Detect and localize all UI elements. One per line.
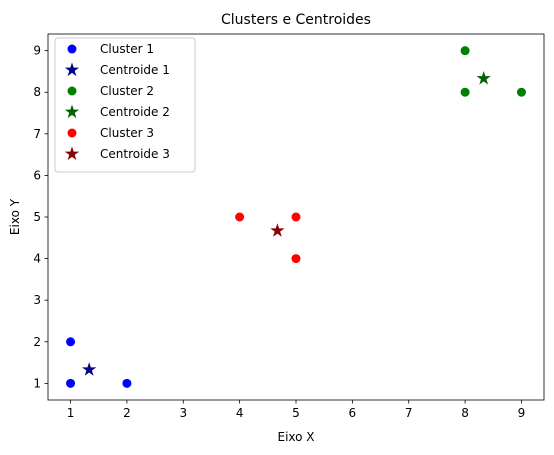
y-tick-label: 9 <box>33 44 41 58</box>
y-tick-label: 4 <box>33 252 41 266</box>
x-tick-label: 5 <box>292 406 300 420</box>
x-tick-label: 9 <box>518 406 526 420</box>
legend-label: Centroide 2 <box>100 105 170 119</box>
y-tick-label: 3 <box>33 293 41 307</box>
legend-marker <box>64 104 80 119</box>
x-tick-label: 7 <box>405 406 413 420</box>
y-axis-label: Eixo Y <box>8 198 22 235</box>
legend-marker <box>64 146 80 161</box>
y-tick-label: 1 <box>33 376 41 390</box>
centroid-point <box>270 223 285 237</box>
y-tick-label: 7 <box>33 127 41 141</box>
x-tick-label: 6 <box>349 406 357 420</box>
x-tick-label: 1 <box>67 406 75 420</box>
legend-label: Cluster 3 <box>100 126 154 140</box>
chart-title: Clusters e Centroides <box>221 12 371 28</box>
centroid-point <box>476 71 491 85</box>
cluster-point <box>460 46 470 56</box>
legend-box <box>54 37 196 173</box>
x-tick-label: 3 <box>179 406 187 420</box>
y-tick-label: 8 <box>33 85 41 99</box>
cluster-point <box>66 378 76 388</box>
legend-label: Centroide 3 <box>100 147 170 161</box>
legend-marker <box>67 128 77 138</box>
cluster-point <box>122 378 132 388</box>
x-tick-label: 4 <box>236 406 244 420</box>
legend-marker <box>67 86 77 96</box>
cluster-point <box>235 212 245 222</box>
legend-marker <box>64 62 80 77</box>
y-tick-label: 2 <box>33 335 41 349</box>
cluster-point <box>291 254 301 264</box>
x-tick-label: 2 <box>123 406 131 420</box>
centroid-point <box>82 362 97 376</box>
x-axis-label: Eixo X <box>277 430 314 444</box>
y-tick-label: 6 <box>33 168 41 182</box>
cluster-point <box>460 87 470 97</box>
legend-label: Cluster 1 <box>100 42 154 56</box>
cluster-point <box>291 212 301 222</box>
y-tick-label: 5 <box>33 210 41 224</box>
legend: Cluster 1 Centroide 1 Cluster 2 Centroide 2… <box>54 37 196 173</box>
legend-label: Centroide 1 <box>100 63 170 77</box>
x-tick-label: 8 <box>461 406 469 420</box>
legend-label: Cluster 2 <box>100 84 154 98</box>
legend-marker <box>67 44 77 54</box>
cluster-point <box>66 337 76 347</box>
plot-area: 1 2 3 4 5 6 7 8 9 1 2 3 4 5 6 7 8 9 <box>33 33 545 420</box>
cluster-point <box>516 87 526 97</box>
